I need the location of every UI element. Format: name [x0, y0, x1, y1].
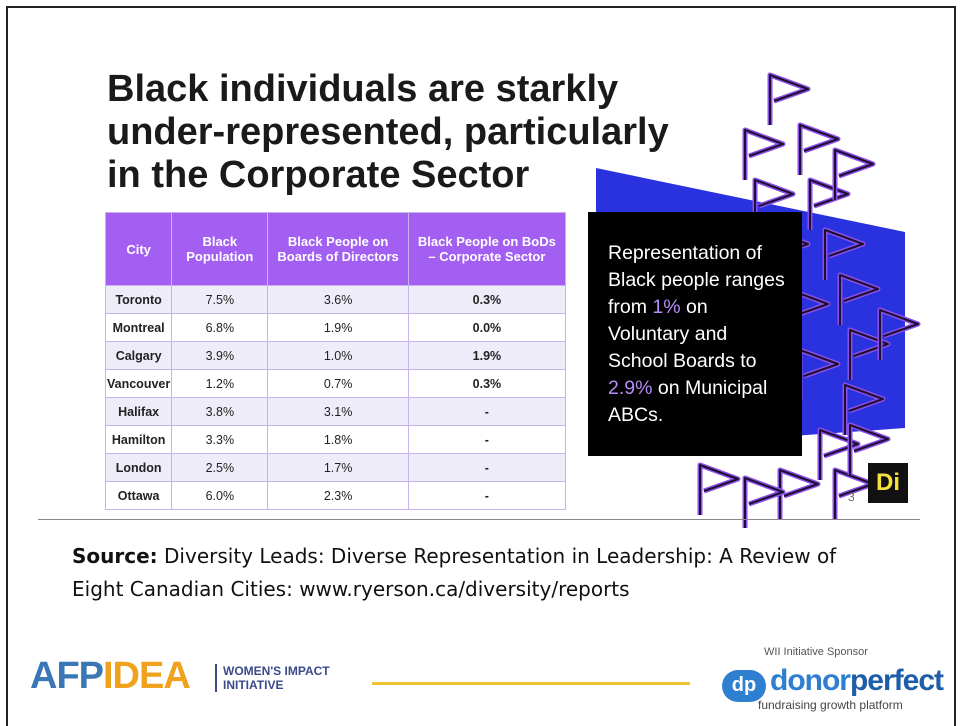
- table-cell: 2.5%: [171, 453, 269, 482]
- logo-text: IDEA: [103, 655, 191, 697]
- divider: [38, 519, 920, 520]
- data-table: City Black Population Black People on Boar…: [104, 212, 567, 510]
- afp-logo: AFPIDEA: [30, 655, 191, 698]
- table-row: Calgary 3.9% 1.0% 1.9%: [104, 341, 567, 370]
- logo-text: INITIATIVE: [223, 678, 284, 692]
- table-cell: Montreal: [104, 313, 173, 342]
- table-cell: -: [407, 425, 567, 454]
- table-cell: Calgary: [104, 341, 173, 370]
- flag-icon: [839, 274, 879, 325]
- table-cell: -: [407, 453, 567, 482]
- wii-logo: WOMEN'S IMPACT INITIATIVE: [215, 664, 330, 692]
- donorperfect-logo: donorperfect: [770, 664, 944, 698]
- table-row: Toronto 7.5% 3.6% 0.3%: [104, 285, 567, 314]
- flag-icon: [744, 129, 784, 180]
- logo-text: WOMEN'S IMPACT: [223, 664, 330, 678]
- table-cell: Halifax: [104, 397, 173, 426]
- dp-badge: dp: [722, 670, 766, 702]
- column-header: Black People on BoDs – Corporate Sector: [407, 212, 567, 286]
- table-cell: -: [407, 481, 567, 510]
- table-cell: 0.3%: [407, 369, 567, 398]
- table-cell: Vancouver: [104, 369, 173, 398]
- source: Source: Diversity Leads: Diverse Represe…: [72, 540, 892, 606]
- source-label: Source:: [72, 544, 158, 568]
- table-row: Halifax 3.8% 3.1% -: [104, 397, 567, 426]
- flag-icon: [819, 429, 859, 480]
- table-cell: 0.3%: [407, 285, 567, 314]
- table-cell: 6.8%: [171, 313, 269, 342]
- callout-text: on Voluntary and School Boards to: [608, 296, 757, 372]
- flag-icon: [834, 149, 874, 200]
- callout-highlight: 1%: [652, 296, 681, 318]
- callout: Representation of Black people ranges fr…: [588, 212, 802, 456]
- table-cell: 7.5%: [171, 285, 269, 314]
- flag-icon: [744, 477, 784, 528]
- title: Black individuals are starkly under-repr…: [107, 68, 669, 197]
- sponsor-label: WII Initiative Sponsor: [764, 646, 868, 658]
- brand-mark: Di: [868, 463, 908, 503]
- flag-icon: [754, 179, 794, 230]
- flag-icon: [879, 309, 919, 360]
- title-line: in the Corporate Sector: [107, 154, 530, 196]
- callout-text: on Municipal ABCs.: [608, 377, 768, 426]
- table-cell: 1.2%: [171, 369, 269, 398]
- flag-icon: [699, 464, 739, 515]
- callout-highlight: 2.9%: [608, 377, 653, 399]
- column-header: Black Population: [171, 212, 269, 286]
- table-cell: 3.8%: [171, 397, 269, 426]
- slide-frame: [6, 6, 956, 726]
- callout-text: Representation of Black people ranges fr…: [608, 242, 785, 318]
- table-cell: 1.0%: [267, 341, 409, 370]
- flag-icon: [799, 124, 839, 175]
- tagline: fundraising growth platform: [758, 698, 903, 712]
- table-cell: 1.7%: [267, 453, 409, 482]
- table-cell: 3.3%: [171, 425, 269, 454]
- footer-line: [372, 682, 690, 685]
- flag-icon: [849, 329, 889, 380]
- title-line: Black individuals are starkly: [107, 68, 619, 110]
- flag-icon: [809, 179, 849, 230]
- table-cell: Hamilton: [104, 425, 173, 454]
- table-cell: 0.0%: [407, 313, 567, 342]
- flag-icon: [849, 424, 889, 475]
- table-row: London 2.5% 1.7% -: [104, 453, 567, 482]
- table-cell: -: [407, 397, 567, 426]
- table-cell: 3.1%: [267, 397, 409, 426]
- column-header: Black People on Boards of Directors: [267, 212, 409, 286]
- table-cell: London: [104, 453, 173, 482]
- flag-icon: [824, 229, 864, 280]
- table-row: Vancouver 1.2% 0.7% 0.3%: [104, 369, 567, 398]
- logo-text: perfect: [849, 664, 944, 697]
- source-text: Diversity Leads: Diverse Representation …: [72, 544, 837, 601]
- logo-text: AFP: [30, 655, 104, 697]
- table-row: Hamilton 3.3% 1.8% -: [104, 425, 567, 454]
- table-cell: 1.9%: [407, 341, 567, 370]
- flag-icon: [844, 384, 884, 435]
- table-cell: 6.0%: [171, 481, 269, 510]
- title-line: under-represented, particularly: [107, 111, 669, 153]
- flag-icon: [769, 74, 809, 125]
- flag-icon: [779, 469, 819, 520]
- table-cell: Ottawa: [104, 481, 173, 510]
- flag-icon: [834, 469, 874, 520]
- table-row: Montreal 6.8% 1.9% 0.0%: [104, 313, 567, 342]
- table-cell: 1.9%: [267, 313, 409, 342]
- table-cell: 3.6%: [267, 285, 409, 314]
- table-cell: 0.7%: [267, 369, 409, 398]
- page-number: 3: [848, 490, 855, 504]
- column-header: City: [104, 212, 173, 286]
- table-cell: 1.8%: [267, 425, 409, 454]
- table-cell: 3.9%: [171, 341, 269, 370]
- logo-text: donor: [770, 664, 851, 697]
- table-cell: 2.3%: [267, 481, 409, 510]
- table-row: Ottawa 6.0% 2.3% -: [104, 481, 567, 510]
- table-cell: Toronto: [104, 285, 173, 314]
